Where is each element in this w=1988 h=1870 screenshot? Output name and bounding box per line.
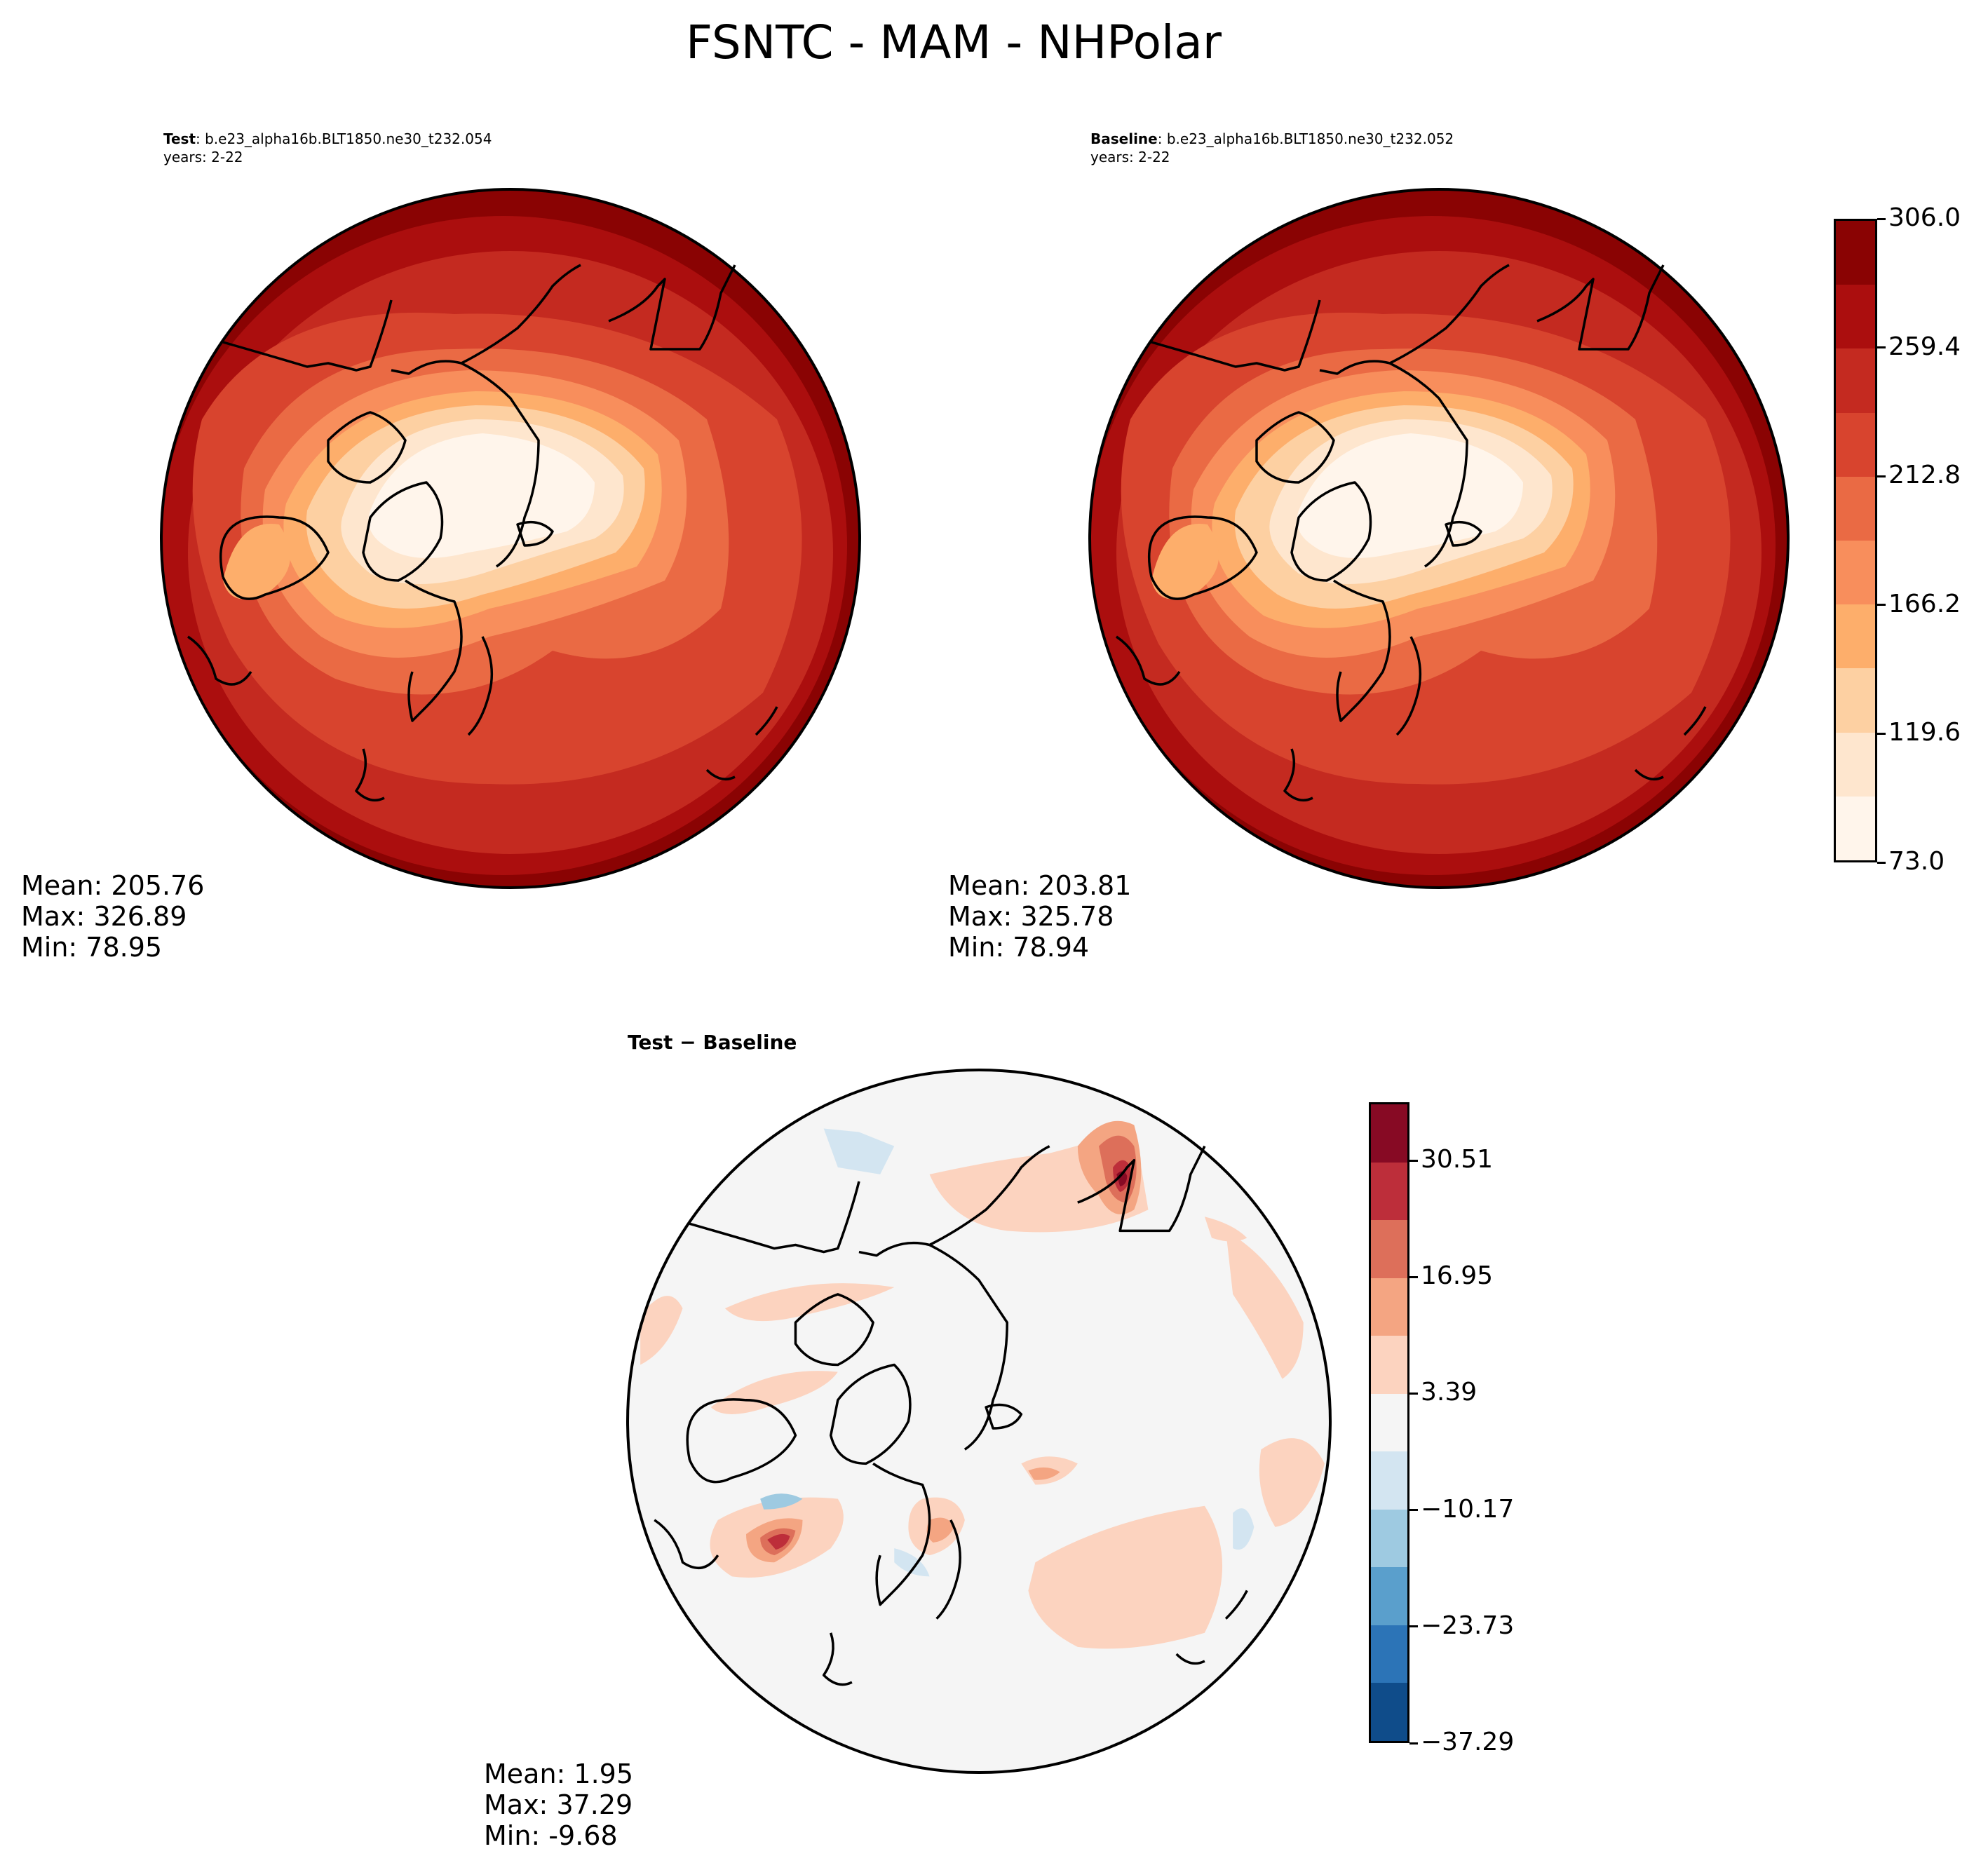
colorbar-tick-mark — [1409, 1159, 1418, 1162]
baseline-years: years: 2-22 — [1090, 149, 1170, 165]
colorbar-swatch — [1836, 285, 1875, 349]
diff-subtitle: Test − Baseline — [628, 1031, 797, 1054]
colorbar-swatch — [1836, 540, 1875, 605]
diff-max: Max: 37.29 — [484, 1789, 633, 1820]
diff-map — [626, 1069, 1332, 1774]
colorbar-swatch — [1836, 476, 1875, 541]
colorbar-tick-mark — [1409, 1625, 1418, 1628]
test-max: Max: 326.89 — [21, 901, 187, 932]
colorbar-tick-mark — [1877, 346, 1886, 349]
colorbar-tick-label: 166.2 — [1888, 589, 1961, 618]
baseline-case: : b.e23_alpha16b.BLT1850.ne30_t232.052 — [1157, 130, 1454, 147]
baseline-max: Max: 325.78 — [948, 901, 1114, 932]
main-colorbar — [1834, 219, 1877, 862]
colorbar-tick-label: −37.29 — [1421, 1728, 1515, 1756]
colorbar-tick-label: −10.17 — [1421, 1494, 1515, 1524]
colorbar-tick-mark — [1409, 1742, 1418, 1744]
diff-colorbar — [1369, 1102, 1409, 1743]
colorbar-tick-mark — [1877, 217, 1886, 220]
diff-min: Min: -9.68 — [484, 1820, 618, 1851]
colorbar-tick-label: 212.8 — [1888, 461, 1961, 490]
test-subtitle: Test: b.e23_alpha16b.BLT1850.ne30_t232.0… — [163, 130, 492, 148]
diff-mean: Mean: 1.95 — [484, 1759, 634, 1789]
colorbar-tick-mark — [1409, 1509, 1418, 1512]
baseline-subtitle: Baseline: b.e23_alpha16b.BLT1850.ne30_t2… — [1090, 130, 1454, 148]
colorbar-swatch — [1371, 1336, 1407, 1394]
colorbar-tick-label: 3.39 — [1421, 1378, 1478, 1407]
test-years: years: 2-22 — [163, 149, 243, 165]
colorbar-tick-mark — [1409, 1275, 1418, 1278]
diff-field — [628, 1070, 1330, 1773]
colorbar-swatch — [1836, 668, 1875, 733]
colorbar-swatch — [1836, 732, 1875, 797]
baseline-field — [1090, 189, 1788, 888]
baseline-map-boundary — [1088, 188, 1790, 889]
test-stats: Mean: 205.76 Max: 326.89 Min: 78.95 — [21, 870, 204, 963]
test-map-boundary — [160, 188, 861, 889]
colorbar-tick-label: 259.4 — [1888, 332, 1961, 361]
colorbar-tick-label: 306.0 — [1888, 203, 1961, 232]
colorbar-tick-label: 16.95 — [1421, 1261, 1494, 1291]
baseline-mean: Mean: 203.81 — [948, 870, 1132, 901]
colorbar-swatch — [1836, 604, 1875, 669]
colorbar-swatch — [1371, 1567, 1407, 1625]
colorbar-tick-mark — [1877, 732, 1886, 735]
figure-title: FSNTC - MAM - NHPolar — [686, 15, 1222, 69]
baseline-min: Min: 78.94 — [948, 932, 1090, 963]
colorbar-swatch — [1371, 1162, 1407, 1221]
test-case: : b.e23_alpha16b.BLT1850.ne30_t232.054 — [196, 130, 492, 147]
colorbar-swatch — [1836, 220, 1875, 285]
colorbar-swatch — [1371, 1509, 1407, 1568]
colorbar-tick-label: 30.51 — [1421, 1145, 1494, 1174]
baseline-coastlines — [1116, 264, 1707, 802]
test-label: Test — [163, 130, 196, 147]
baseline-stats: Mean: 203.81 Max: 325.78 Min: 78.94 — [948, 870, 1131, 963]
colorbar-tick-label: 119.6 — [1888, 718, 1961, 747]
colorbar-swatch — [1371, 1625, 1407, 1683]
colorbar-tick-mark — [1409, 1392, 1418, 1395]
colorbar-swatch — [1371, 1278, 1407, 1336]
baseline-label: Baseline — [1090, 130, 1158, 147]
colorbar-swatch — [1371, 1220, 1407, 1278]
colorbar-swatch — [1371, 1393, 1407, 1452]
colorbar-swatch — [1371, 1451, 1407, 1510]
colorbar-swatch — [1371, 1683, 1407, 1741]
colorbar-tick-label: 73.0 — [1888, 847, 1945, 876]
colorbar-tick-mark — [1877, 861, 1886, 864]
test-map — [160, 188, 861, 889]
colorbar-swatch — [1836, 796, 1875, 860]
colorbar-swatch — [1836, 412, 1875, 477]
diff-stats: Mean: 1.95 Max: 37.29 Min: -9.68 — [484, 1759, 633, 1851]
colorbar-swatch — [1371, 1104, 1407, 1163]
colorbar-swatch — [1836, 348, 1875, 413]
test-mean: Mean: 205.76 — [21, 870, 205, 901]
test-coastlines — [187, 264, 778, 802]
diff-map-boundary — [626, 1069, 1332, 1774]
test-min: Min: 78.95 — [21, 932, 163, 963]
test-field — [161, 189, 860, 888]
colorbar-tick-label: −23.73 — [1421, 1611, 1515, 1640]
diff-coastlines — [654, 1145, 1248, 1686]
colorbar-tick-mark — [1877, 475, 1886, 477]
colorbar-tick-mark — [1877, 604, 1886, 607]
baseline-map — [1088, 188, 1790, 889]
